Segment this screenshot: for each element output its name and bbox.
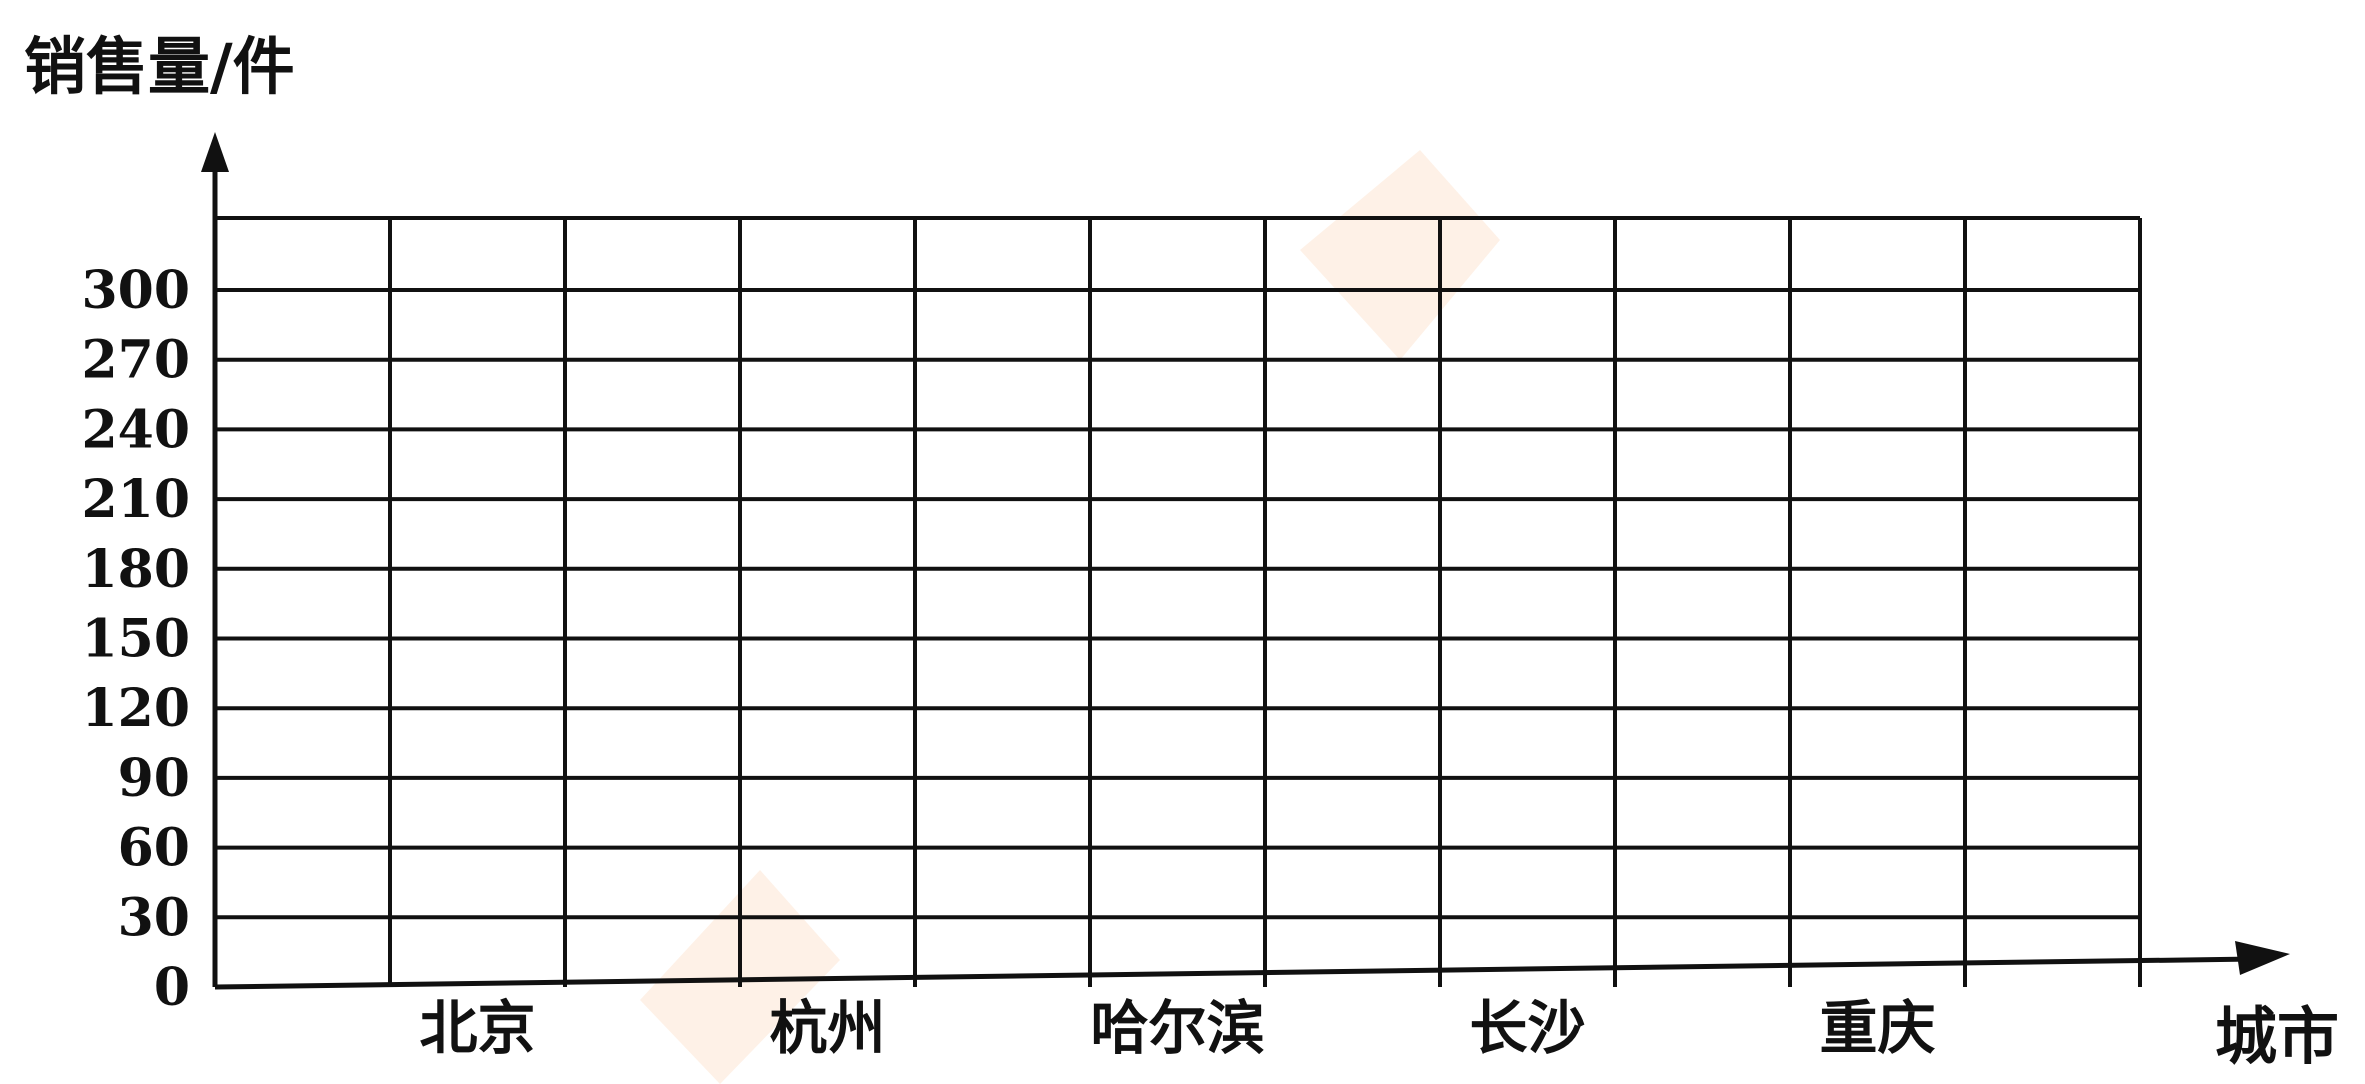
y-axis-title: 销售量/件 [24, 30, 295, 103]
x-axis-line [214, 956, 2256, 990]
y-tick-labels: 0 30 60 90 120 150 180 210 240 270 300 [81, 260, 190, 1018]
y-tick-label: 60 [118, 818, 190, 879]
grid [215, 216, 2142, 987]
y-tick-label: 120 [81, 678, 190, 739]
y-tick-label: 270 [81, 330, 190, 391]
axes [201, 132, 2290, 990]
x-category-label: 北京 [419, 994, 535, 1062]
x-category-label: 重庆 [1819, 994, 1935, 1062]
y-tick-label: 30 [118, 887, 190, 948]
y-tick-label: 90 [118, 748, 190, 809]
y-tick-label: 180 [81, 539, 190, 600]
y-tick-label: 210 [81, 469, 190, 530]
x-axis-arrow [2235, 941, 2290, 975]
y-tick-label: 150 [81, 609, 190, 670]
x-axis-title: 城市 [2215, 1000, 2339, 1073]
x-category-label: 哈尔滨 [1090, 994, 1264, 1062]
y-tick-label: 240 [81, 399, 190, 460]
watermark-shape-top [1300, 150, 1500, 360]
y-tick-label: 300 [81, 260, 190, 321]
x-category-label: 杭州 [769, 994, 885, 1062]
x-category-labels: 北京 杭州 哈尔滨 长沙 重庆 [419, 994, 1935, 1062]
x-category-label: 长沙 [1469, 994, 1585, 1062]
y-axis-arrow [201, 132, 229, 172]
y-tick-label: 0 [154, 957, 190, 1018]
